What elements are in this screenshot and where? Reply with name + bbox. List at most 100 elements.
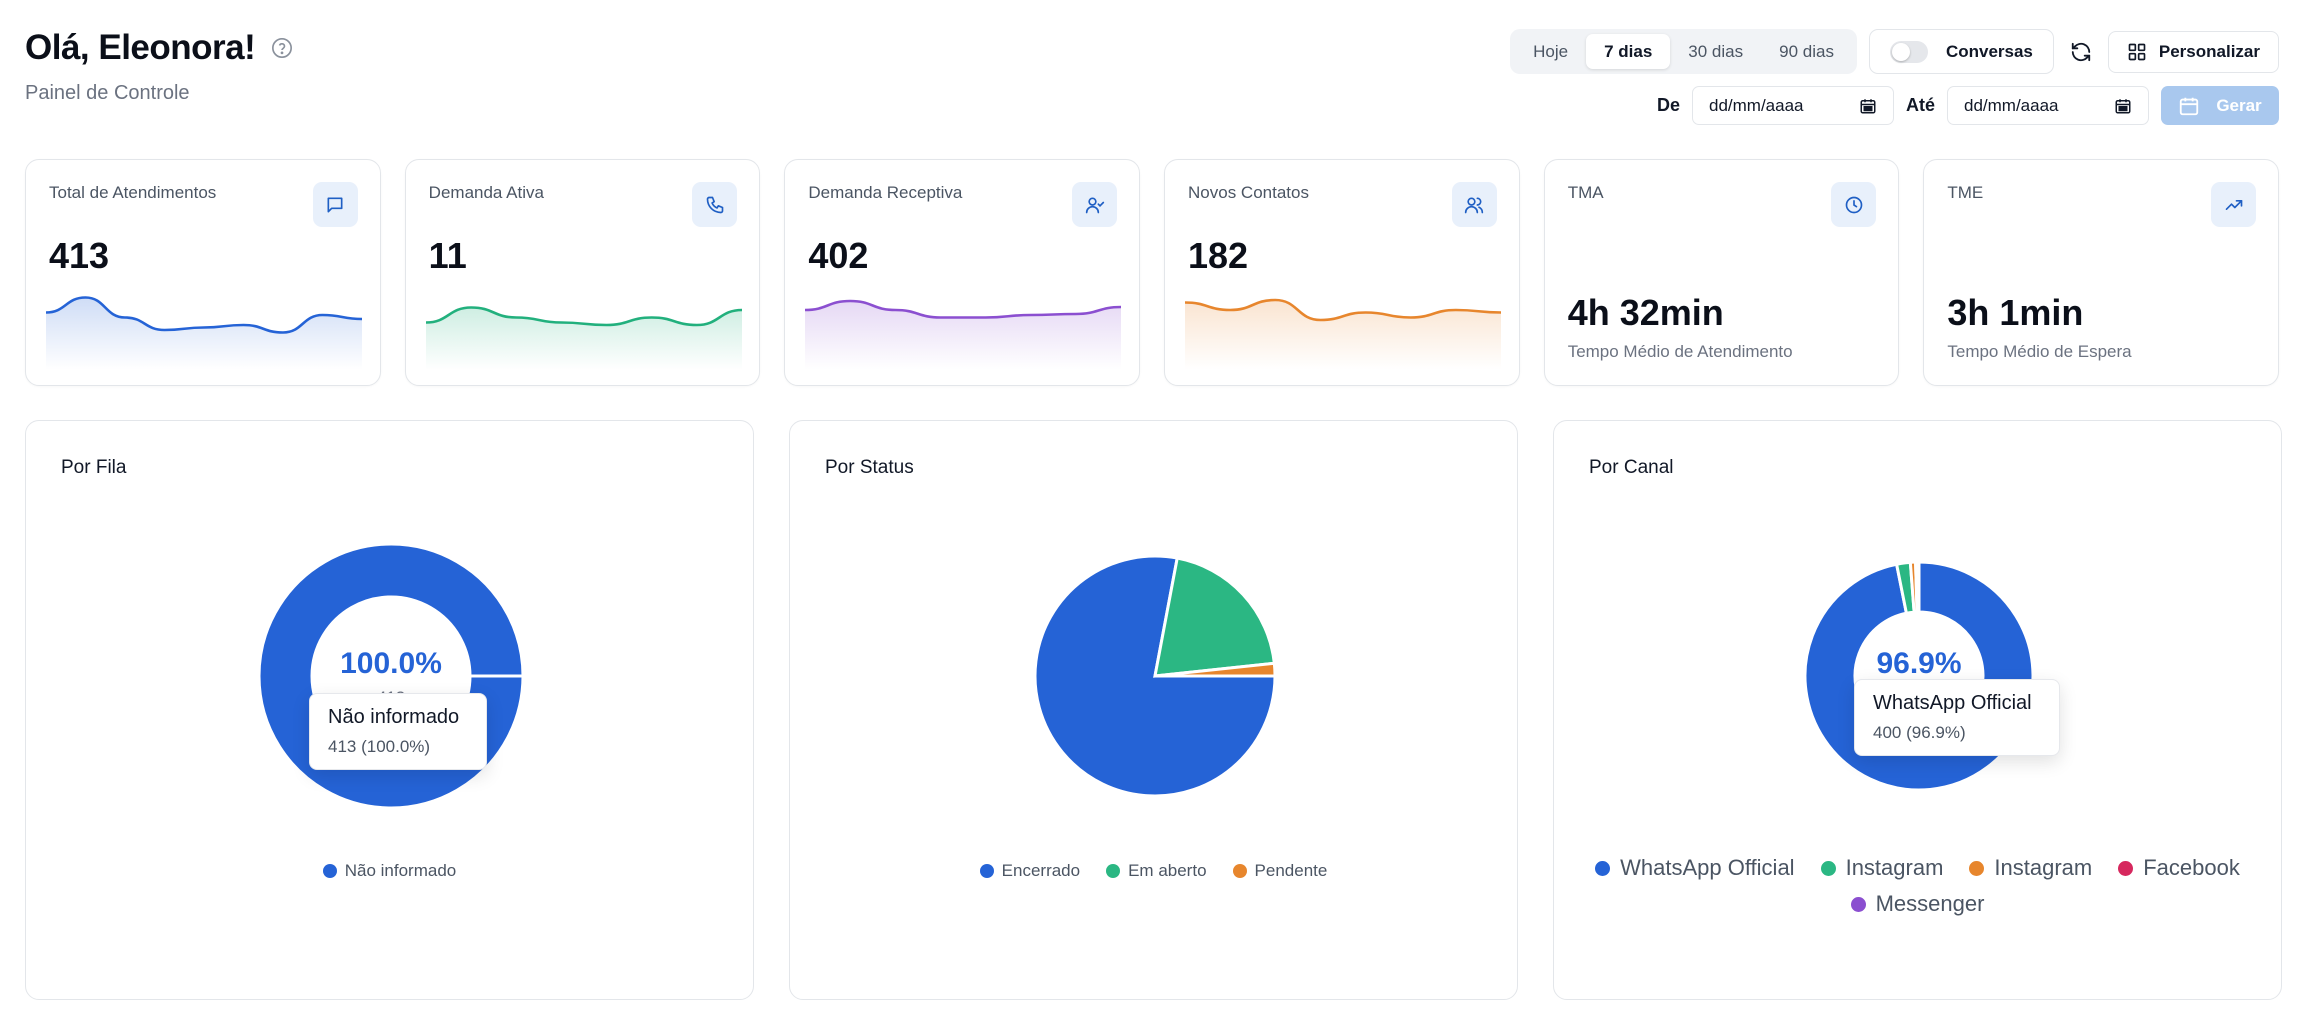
legend-label: Em aberto xyxy=(1128,861,1207,880)
chart-legend: Não informado xyxy=(26,861,753,881)
legend-item[interactable]: Em aberto xyxy=(1106,861,1207,881)
kpi-card-receptive-demand: Demanda Receptiva 402 xyxy=(784,159,1141,386)
legend-dot xyxy=(1106,864,1121,878)
calendar-icon xyxy=(1860,98,1876,113)
users-icon xyxy=(1451,182,1497,227)
kpi-value: 402 xyxy=(808,235,869,276)
pie-slice[interactable] xyxy=(1153,556,1276,678)
legend-label: Pendente xyxy=(1254,861,1328,880)
kpi-value: 182 xyxy=(1188,235,1249,276)
kpi-label: TMA xyxy=(1567,183,1604,202)
tooltip-title: WhatsApp Official xyxy=(1873,692,2032,714)
trending-up-icon xyxy=(2211,182,2257,227)
legend-item[interactable]: Pendente xyxy=(1232,861,1328,881)
legend-label: WhatsApp Official xyxy=(1620,855,1795,880)
panel-by-status: Por Status Encerrado Em aberto Pendente xyxy=(789,420,1518,1000)
chart-legend: Encerrado Em aberto Pendente xyxy=(790,861,1517,881)
panel-title: Por Fila xyxy=(61,457,127,478)
tooltip-value: 413 (100.0%) xyxy=(328,737,431,756)
page-subtitle: Painel de Controle xyxy=(25,82,190,104)
sparkline-area xyxy=(805,301,1122,370)
kpi-card-tma: TMA 4h 32min Tempo Médio de Atendimento xyxy=(1543,159,1900,386)
pie-slice[interactable] xyxy=(1915,560,1921,614)
chart-slices xyxy=(1033,554,1277,798)
legend-dot xyxy=(1820,860,1836,876)
from-label: De xyxy=(1656,95,1680,115)
legend-dot xyxy=(979,864,994,878)
personalize-button[interactable]: Personalizar xyxy=(2107,30,2279,73)
pie-slice[interactable] xyxy=(1154,661,1277,678)
date-filter-row: De dd/mm/aaaa Até dd/mm/aaaa Gerar xyxy=(1657,86,2279,125)
kpi-cards: Total de Atendimentos 413 Demanda Ativa … xyxy=(25,159,2280,386)
calendar-icon xyxy=(2115,98,2131,113)
generate-button[interactable]: Gerar xyxy=(2161,86,2279,125)
from-date-input[interactable]: dd/mm/aaaa xyxy=(1691,86,1894,125)
sparkline-line xyxy=(46,296,362,334)
kpi-sparkline xyxy=(425,306,742,370)
conversations-toggle-label: Conversas xyxy=(1945,41,2033,61)
kpi-label: Demanda Ativa xyxy=(428,183,544,202)
legend-label: Instagram xyxy=(1845,855,1944,880)
legend-label: Facebook xyxy=(2143,855,2240,880)
kpi-card-tme: TME 3h 1min Tempo Médio de Espera xyxy=(1923,159,2280,386)
legend-item[interactable]: Facebook xyxy=(2118,855,2240,881)
status-pie-chart xyxy=(1033,554,1277,798)
sparkline-line xyxy=(805,299,1122,319)
range-7-days-button[interactable]: 7 dias xyxy=(1586,34,1671,69)
grid-icon xyxy=(2128,43,2146,60)
help-icon[interactable] xyxy=(271,37,293,59)
kpi-label: Total de Atendimentos xyxy=(49,183,217,202)
kpi-label: Demanda Receptiva xyxy=(808,183,963,202)
to-date-input[interactable]: dd/mm/aaaa xyxy=(1947,86,2149,125)
conversations-toggle-box: Conversas xyxy=(1868,29,2054,74)
kpi-card-total: Total de Atendimentos 413 xyxy=(25,159,381,386)
chart-tooltip: Não informado 413 (100.0%) xyxy=(309,693,487,770)
conversations-toggle[interactable] xyxy=(1889,40,1928,63)
panel-title: Por Canal xyxy=(1589,457,1674,478)
legend-label: Encerrado xyxy=(1001,861,1081,880)
date-range-selector: Hoje 7 dias 30 dias 90 dias xyxy=(1510,29,1857,74)
donut-center-percent: 100.0% xyxy=(340,647,442,680)
phone-icon xyxy=(692,182,738,227)
chart-panels: Por Fila 100.0% 413 Não informado 413 (1… xyxy=(25,420,2282,1000)
panel-by-queue: Por Fila 100.0% 413 Não informado 413 (1… xyxy=(25,420,754,1000)
sparkline-line xyxy=(425,306,742,327)
generate-label: Gerar xyxy=(2216,95,2262,115)
kpi-card-active-demand: Demanda Ativa 11 xyxy=(404,159,761,386)
user-check-icon xyxy=(1072,182,1118,227)
calendar-icon xyxy=(2180,97,2199,115)
donut-center-percent: 96.9% xyxy=(1876,647,1961,680)
refresh-button[interactable] xyxy=(2066,37,2096,67)
legend-dot xyxy=(2118,860,2134,876)
range-30-days-button[interactable]: 30 dias xyxy=(1688,42,1744,61)
legend-item[interactable]: Não informado xyxy=(322,861,456,881)
tooltip-value: 400 (96.9%) xyxy=(1873,723,1966,742)
legend-item[interactable]: Encerrado xyxy=(979,861,1081,881)
page-header: Olá, Eleonora! Painel de Controle xyxy=(25,28,293,105)
tooltip-title: Não informado xyxy=(328,706,460,728)
legend-label: Instagram xyxy=(1994,855,2093,880)
to-label: Até xyxy=(1905,95,1935,115)
clock-icon xyxy=(1831,182,1877,227)
legend-label: Messenger xyxy=(1875,891,1985,916)
kpi-sparkline xyxy=(46,296,362,370)
range-90-days-button[interactable]: 90 dias xyxy=(1779,42,1834,61)
range-today-button[interactable]: Hoje xyxy=(1533,42,1569,61)
legend-dot xyxy=(1969,860,1985,876)
refresh-icon xyxy=(2071,42,2091,61)
kpi-value: 3h 1min xyxy=(1947,292,2084,333)
legend-dot xyxy=(322,864,337,878)
panel-title: Por Status xyxy=(825,457,914,478)
kpi-value: 4h 32min xyxy=(1567,292,1724,333)
legend-item[interactable]: Instagram xyxy=(1820,855,1944,881)
chart-legend: WhatsApp Official Instagram Instagram Faceb… xyxy=(1554,855,2281,917)
legend-item[interactable]: Messenger xyxy=(1850,891,1985,917)
legend-item[interactable]: WhatsApp Official xyxy=(1595,855,1795,881)
sparkline-area xyxy=(425,307,742,370)
panel-by-channel: Por Canal 96.9% WhatsApp Official 400 (9… xyxy=(1553,420,2282,1000)
from-date-placeholder: dd/mm/aaaa xyxy=(1708,95,1804,115)
legend-dot xyxy=(1595,860,1611,876)
chart-tooltip: WhatsApp Official 400 (96.9%) xyxy=(1854,679,2060,756)
kpi-label: TME xyxy=(1947,183,1984,202)
legend-item[interactable]: Instagram xyxy=(1969,855,2092,881)
